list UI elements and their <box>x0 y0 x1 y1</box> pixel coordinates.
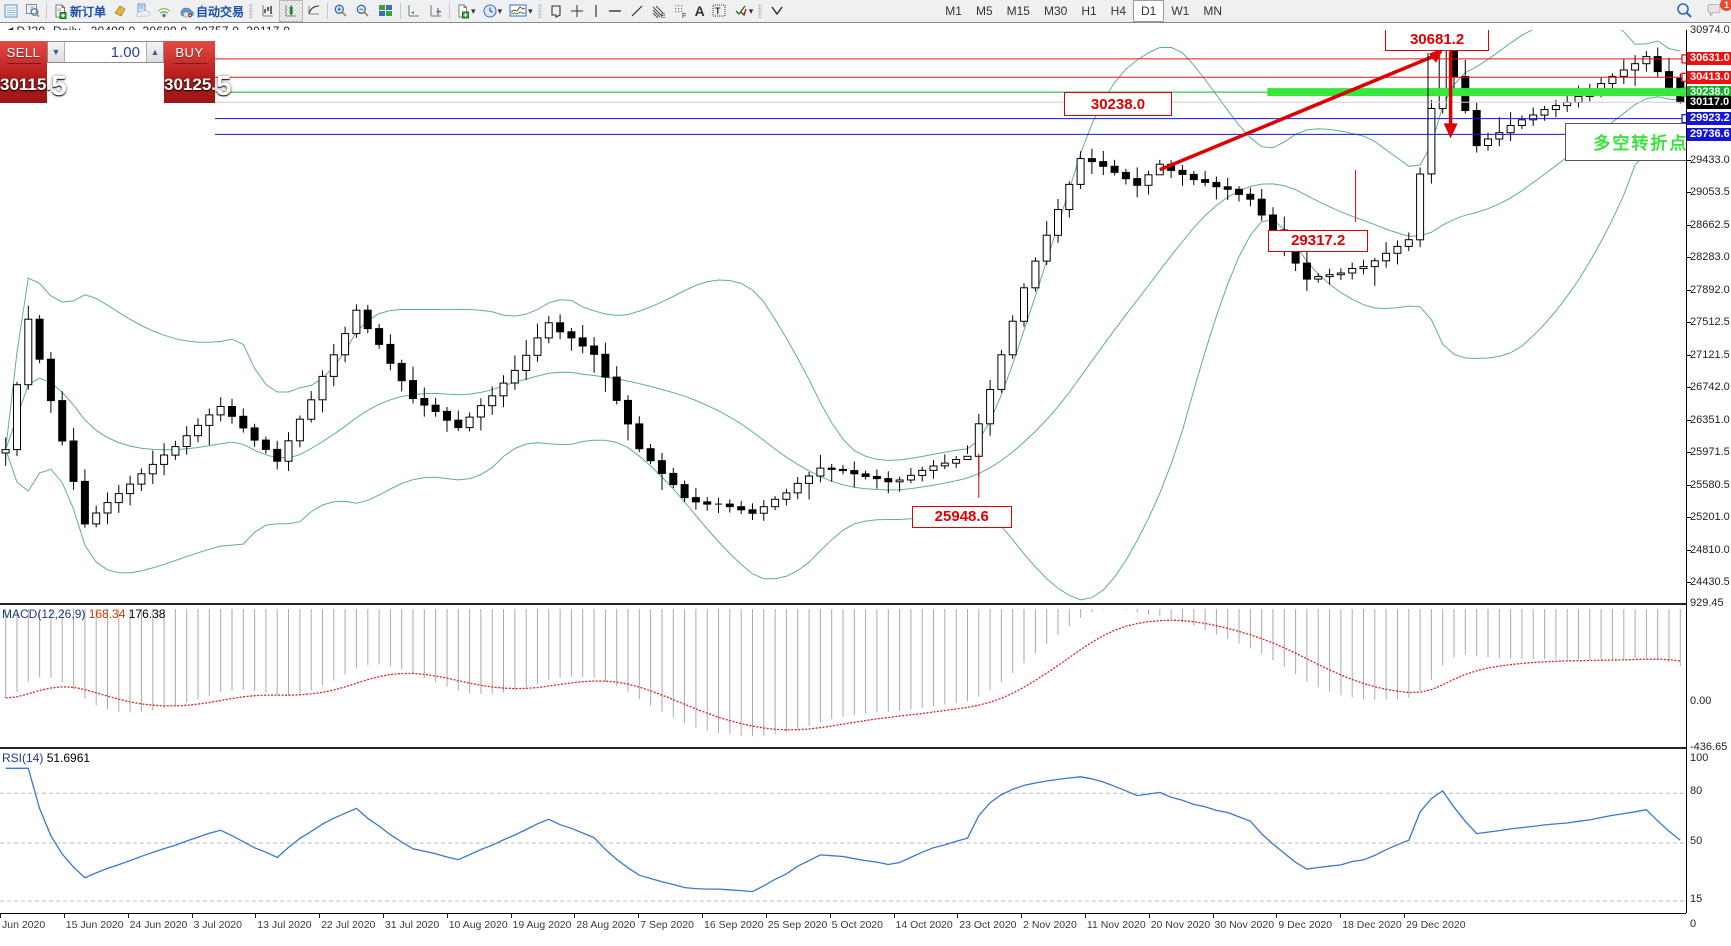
svg-text:F: F <box>682 13 686 19</box>
svg-text:E: E <box>661 13 666 19</box>
svg-text:1: 1 <box>1724 0 1729 10</box>
svg-text:T: T <box>715 6 721 16</box>
